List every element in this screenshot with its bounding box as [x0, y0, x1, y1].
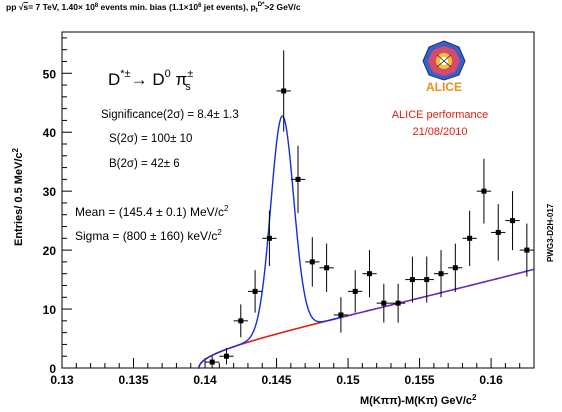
- x-tick-label: 0.135: [118, 373, 148, 387]
- data-point-marker: [338, 312, 344, 318]
- mean-text: Mean = (145.4 ± 0.1) MeV/c2: [75, 204, 229, 219]
- data-point-marker: [352, 288, 358, 294]
- data-point: [305, 237, 320, 287]
- data-point-marker: [510, 218, 516, 224]
- data-point: [462, 210, 477, 267]
- data-point: [419, 256, 434, 303]
- data-point-marker: [524, 247, 530, 253]
- x-tick-label: 0.16: [479, 373, 503, 387]
- x-tick-label: 0.13: [50, 373, 74, 387]
- data-point-marker: [295, 176, 301, 182]
- plot-frame: [61, 31, 535, 369]
- y-axis-title: Entries/ 0.5 MeV/c2: [11, 147, 25, 246]
- sigma-text: Sigma = (800 ± 160) keV/c2: [75, 228, 222, 243]
- data-point: [319, 243, 334, 292]
- data-point: [219, 347, 234, 365]
- data-point: [262, 210, 277, 267]
- data-point: [491, 204, 506, 261]
- background-fit-curve-overlap: [326, 268, 535, 322]
- y-tick-label: 40: [43, 126, 57, 140]
- alice-logo-text: ALICE: [426, 80, 462, 94]
- y-axis: 0 10 20 30 40 50: [43, 37, 72, 376]
- data-point-marker: [209, 359, 215, 365]
- x-axis-title: M(Kππ)-M(Kπ) GeV/c2: [360, 393, 477, 407]
- side-tag: PWG3-D2H-017: [546, 203, 555, 262]
- data-point: [290, 145, 306, 213]
- data-point: [362, 250, 377, 298]
- x-tick-label: 0.15: [336, 373, 360, 387]
- data-point: [405, 256, 420, 303]
- data-point-marker: [367, 271, 373, 277]
- data-point: [276, 50, 291, 132]
- date-label: 21/08/2010: [412, 126, 467, 138]
- data-point: [247, 270, 263, 313]
- data-point: [390, 283, 406, 323]
- data-point: [433, 250, 449, 298]
- data-point-marker: [252, 288, 258, 294]
- data-point-marker: [438, 271, 444, 277]
- x-tick-label: 0.155: [405, 373, 435, 387]
- y-tick-label: 20: [43, 244, 57, 258]
- performance-label: ALICE performance: [392, 109, 489, 121]
- data-point: [519, 223, 534, 277]
- data-points-group: [205, 50, 534, 368]
- data-point-marker: [409, 277, 415, 283]
- data-point: [376, 283, 391, 323]
- data-point-marker: [467, 235, 473, 241]
- data-point: [233, 304, 248, 338]
- data-point-marker: [424, 277, 430, 283]
- data-point: [205, 356, 220, 368]
- data-point-marker: [495, 229, 501, 235]
- data-point: [476, 158, 492, 224]
- data-point-marker: [266, 235, 272, 241]
- data-point-marker: [238, 318, 244, 324]
- alice-logo: ALICE: [422, 40, 466, 94]
- decay-label: D*±→ D0 π± s: [108, 68, 193, 93]
- y-tick-label: 10: [43, 303, 57, 317]
- data-point-marker: [309, 259, 315, 265]
- data-point: [333, 297, 349, 333]
- x-axis: 0.13 0.135 0.14 0.145 0.15 0.155 0.16: [50, 358, 535, 387]
- data-point: [505, 191, 520, 251]
- x-tick-label: 0.145: [262, 373, 292, 387]
- header-line: pp √s= 7 TeV, 1.40× 108 events min. bias…: [6, 2, 301, 14]
- data-point-marker: [381, 300, 387, 306]
- significance-text: Significance(2σ) = 8.4± 1.3: [101, 109, 239, 121]
- data-point: [448, 243, 463, 292]
- data-point-marker: [481, 188, 487, 194]
- data-point: [348, 270, 363, 313]
- signal-text: S(2σ) = 100± 10: [109, 133, 192, 145]
- data-point-marker: [395, 300, 401, 306]
- background-fit-curve-red: [197, 320, 327, 369]
- y-tick-label: 0: [49, 362, 56, 376]
- data-point-marker: [281, 88, 287, 94]
- y-tick-label: 50: [43, 67, 57, 81]
- data-point-marker: [452, 265, 458, 271]
- background-text: B(2σ) = 42± 6: [109, 158, 180, 170]
- y-tick-label: 30: [43, 185, 57, 199]
- x-tick-label: 0.14: [193, 373, 217, 387]
- data-point-marker: [324, 265, 330, 271]
- data-point-marker: [223, 353, 229, 359]
- background-fit-group: [197, 268, 535, 369]
